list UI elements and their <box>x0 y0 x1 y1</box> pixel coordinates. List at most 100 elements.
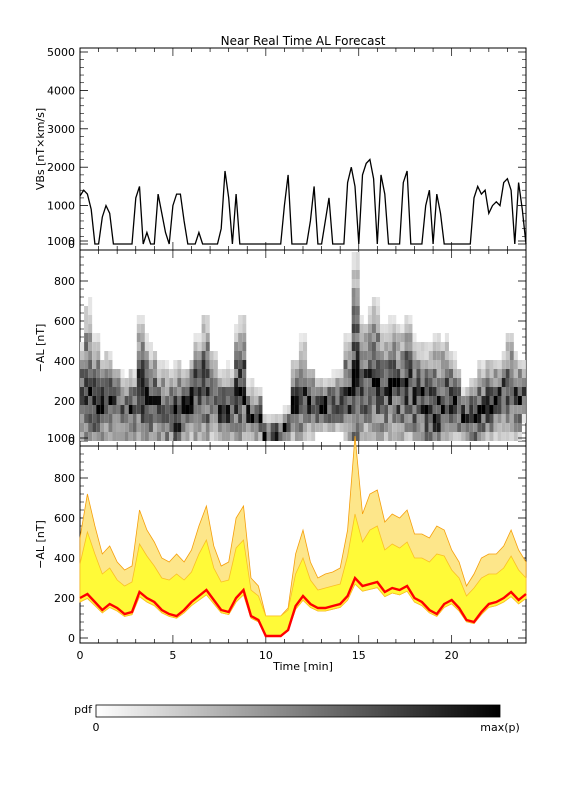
y-tick-label: 600 <box>54 315 75 328</box>
pdf-cell <box>363 387 368 396</box>
pdf-cell <box>501 414 506 423</box>
pdf-cell <box>173 369 178 378</box>
pdf-cell <box>371 360 376 369</box>
pdf-cell <box>355 378 360 387</box>
pdf-cell <box>380 432 385 441</box>
pdf-cell <box>274 432 279 441</box>
pdf-cell <box>88 324 93 333</box>
pdf-cell <box>509 423 514 432</box>
pdf-cell <box>140 360 145 369</box>
pdf-cell <box>343 333 348 342</box>
pdf-cell <box>449 360 454 369</box>
pdf-cell <box>100 360 105 369</box>
pdf-cell <box>420 342 425 351</box>
pdf-cell <box>347 396 352 405</box>
pdf-cell <box>367 414 372 423</box>
pdf-cell <box>213 360 218 369</box>
pdf-cell <box>513 387 518 396</box>
pdf-cell <box>213 432 218 441</box>
pdf-cell <box>298 432 303 441</box>
pdf-cell <box>351 270 356 279</box>
pdf-cell <box>517 387 522 396</box>
pdf-cell <box>497 423 502 432</box>
pdf-cell <box>376 414 381 423</box>
pdf-cell <box>165 387 170 396</box>
pdf-cell <box>392 351 397 360</box>
pdf-cell <box>108 378 113 387</box>
pdf-cell <box>453 405 458 414</box>
pdf-cell <box>513 396 518 405</box>
pdf-cell <box>136 396 141 405</box>
pdf-cell <box>521 369 526 378</box>
pdf-cell <box>262 432 267 441</box>
pdf-cell <box>315 396 320 405</box>
pdf-cell <box>319 396 324 405</box>
pdf-cell <box>161 378 166 387</box>
pdf-cell <box>286 423 291 432</box>
pdf-cell <box>140 351 145 360</box>
pdf-cell <box>396 351 401 360</box>
pdf-cell <box>201 351 206 360</box>
pdf-cell <box>177 378 182 387</box>
pdf-cell <box>404 369 409 378</box>
pdf-cell <box>505 369 510 378</box>
pdf-cell <box>396 342 401 351</box>
pdf-cell <box>92 342 97 351</box>
pdf-cell <box>307 396 312 405</box>
pdf-cell <box>189 432 194 441</box>
pdf-cell <box>469 396 474 405</box>
pdf-cell <box>286 432 291 441</box>
pdf-cell <box>440 423 445 432</box>
pdf-cell <box>428 396 433 405</box>
pdf-cell <box>327 423 332 432</box>
pdf-cell <box>100 423 105 432</box>
pdf-cell <box>201 342 206 351</box>
pdf-cell <box>226 414 231 423</box>
pdf-cell <box>380 369 385 378</box>
pdf-cell <box>100 396 105 405</box>
pdf-cell <box>153 360 158 369</box>
pdf-cell <box>238 360 243 369</box>
core-band <box>79 513 527 637</box>
pdf-cell <box>477 396 482 405</box>
colorbar-min-label: 0 <box>93 721 100 734</box>
pdf-cell <box>371 315 376 324</box>
pdf-cell <box>169 405 174 414</box>
pdf-cell <box>230 423 235 432</box>
pdf-cell <box>355 369 360 378</box>
pdf-cell <box>197 414 202 423</box>
pdf-cell <box>493 396 498 405</box>
pdf-cell <box>128 396 133 405</box>
pdf-cell <box>400 378 405 387</box>
pdf-cell <box>173 387 178 396</box>
pdf-cell <box>250 423 255 432</box>
pdf-cell <box>144 387 149 396</box>
pdf-cell <box>489 369 494 378</box>
pdf-cell <box>221 432 226 441</box>
pdf-cell <box>436 333 441 342</box>
pdf-cell <box>343 378 348 387</box>
pdf-cell <box>416 414 421 423</box>
pdf-cell <box>234 423 239 432</box>
pdf-cell <box>262 414 267 423</box>
pdf-cell <box>323 387 328 396</box>
pdf-cell <box>404 342 409 351</box>
pdf-cell <box>432 378 437 387</box>
pdf-cell <box>444 405 449 414</box>
pdf-cell <box>509 360 514 369</box>
pdf-cell <box>376 405 381 414</box>
pdf-cell <box>489 378 494 387</box>
pdf-cell <box>161 414 166 423</box>
pdf-cell <box>380 324 385 333</box>
pdf-cell <box>501 405 506 414</box>
pdf-cell <box>404 351 409 360</box>
colorbar-label: pdf <box>74 703 93 716</box>
pdf-cell <box>165 378 170 387</box>
pdf-cell <box>392 396 397 405</box>
pdf-cell <box>234 387 239 396</box>
pdf-cell <box>432 423 437 432</box>
pdf-cell <box>96 378 101 387</box>
pdf-cell <box>485 360 490 369</box>
pdf-cell <box>465 405 470 414</box>
pdf-cell <box>355 315 360 324</box>
